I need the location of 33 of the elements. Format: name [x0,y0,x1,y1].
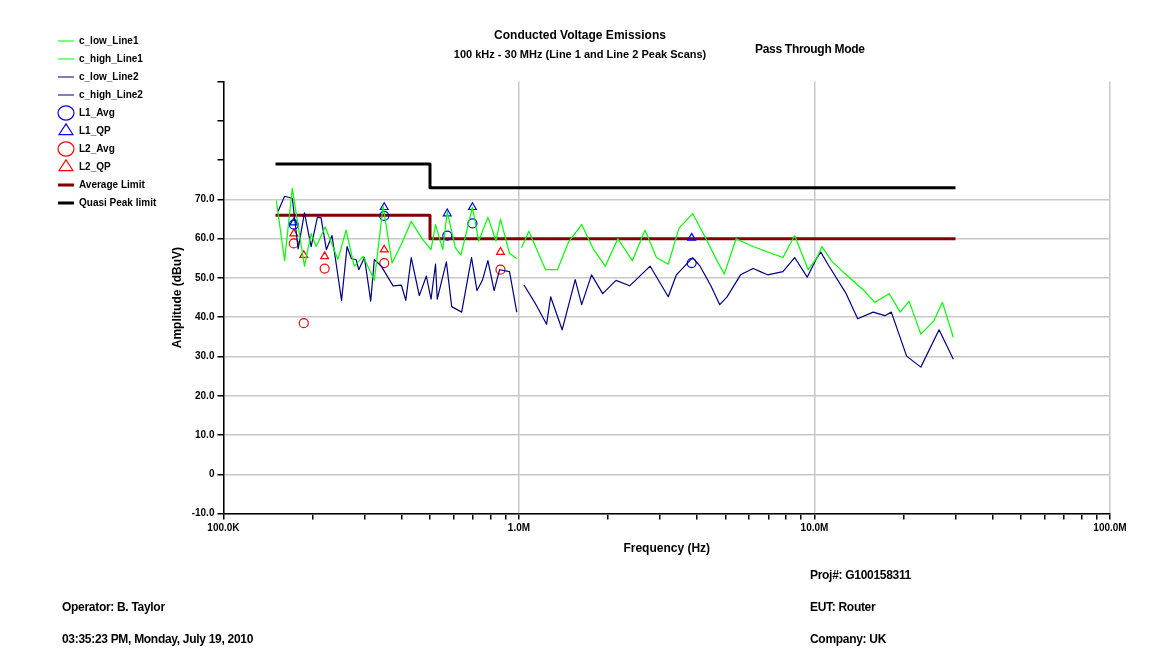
x-tick-label: 100.0M [1093,522,1127,534]
x-axis-title: Frequency (Hz) [623,541,711,556]
text: EUT: Router [810,600,876,614]
legend-label: L2_QP [79,160,112,172]
y-tick-label: 60.0 [194,232,215,244]
text: Company: UK [810,632,887,646]
legend-label: L2_Avg [79,142,115,154]
y-tick-label: -10.0 [191,507,215,519]
text: Pass Through Mode [755,42,865,56]
text: Operator: B. Taylor [62,600,165,614]
legend-label: L1_Avg [79,106,115,118]
legend-label: c_low_Line2 [79,70,139,82]
y-axis-title: Amplitude (dBuV) [169,246,184,349]
y-tick-label: 70.0 [194,193,215,205]
legend-label: c_high_Line1 [79,52,144,64]
x-tick-label: 1.0M [507,522,531,534]
legend-label: c_low_Line1 [79,34,139,46]
legend-label: L1_QP [79,124,112,136]
x-tick-label: 100.0K [207,522,241,534]
x-tick-label: 10.0M [800,522,829,534]
chart-subtitle: 100 kHz - 30 MHz (Line 1 and Line 2 Peak Scans) [453,48,707,61]
y-tick-label: 40.0 [194,310,215,322]
y-tick-label: 10.0 [194,428,215,440]
text: 03:35:23 PM, Monday, July 19, 2010 [62,632,254,646]
legend-label: Quasi Peak limit [79,196,157,208]
chart-title: Conducted Voltage Emissions [494,27,667,42]
legend-label: Average Limit [79,178,146,190]
y-tick-label: 0 [208,468,215,480]
y-tick-label: 30.0 [194,350,215,362]
y-tick-label: 50.0 [194,271,215,283]
y-tick-label: 20.0 [194,389,215,401]
text: Proj#: G100158311 [810,568,911,582]
legend-label: c_high_Line2 [79,88,144,100]
